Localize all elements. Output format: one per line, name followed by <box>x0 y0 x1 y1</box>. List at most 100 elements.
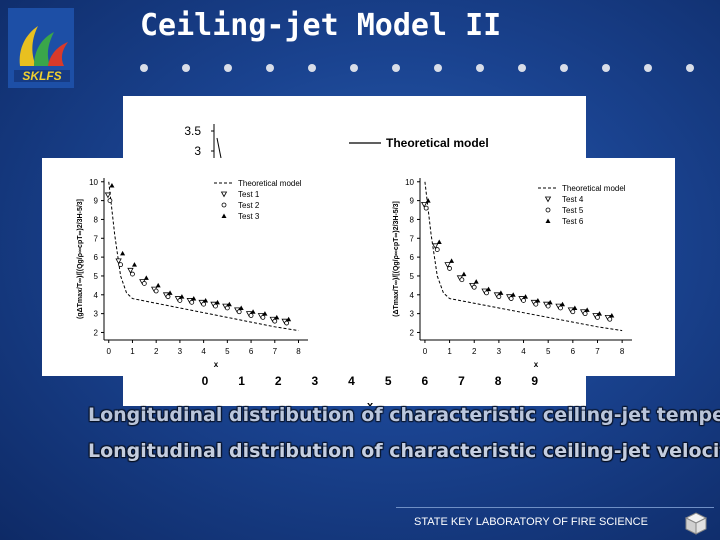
data-point-test-3 <box>120 250 126 256</box>
data-point-test-5 <box>434 247 440 252</box>
data-point-test-5 <box>521 298 526 303</box>
legend-marker <box>545 207 551 213</box>
data-point-test-5 <box>595 314 600 320</box>
y-tick-label: 10 <box>405 178 414 187</box>
data-point-test-3 <box>109 183 115 188</box>
legend-label: Test 2 <box>238 201 260 210</box>
theoretical-model-line <box>424 181 623 332</box>
data-point-test-6 <box>425 198 431 203</box>
chart-tests-1-3: 10 9 8 7 6 5 4 3 2 0 1 2 3 4 5 6 7 8 x (gΔTmax/T∞)/[(Qg/ρ∞c… <box>77 178 308 369</box>
legend-label: Test 5 <box>562 206 584 215</box>
y-tick-label: 5 <box>410 272 415 281</box>
data-point-test-5 <box>508 296 514 301</box>
data-point-test-6 <box>609 313 615 318</box>
data-point-test-6 <box>547 299 553 305</box>
data-point-test-2 <box>236 309 242 315</box>
divider-dot <box>350 64 358 72</box>
caption-velocity: Longitudinal distribution of characteris… <box>88 440 720 462</box>
y-tick-label: 9 <box>410 197 415 206</box>
data-point-test-5 <box>471 284 477 290</box>
y-tick-label: 8 <box>410 215 415 224</box>
divider-dot <box>560 64 568 72</box>
back-x-tick-label: 6 <box>421 374 428 388</box>
back-x-tick-label: 4 <box>348 374 355 388</box>
data-point-test-2 <box>224 305 230 311</box>
y-tick-label: 3 <box>94 310 99 319</box>
x-tick-label: 8 <box>620 347 625 356</box>
divider-dot <box>266 64 274 72</box>
y-tick-label: 7 <box>410 234 415 243</box>
y-tick-label: 7 <box>94 234 99 243</box>
back-x-tick-label: 2 <box>275 374 282 388</box>
y-tick-label: 10 <box>89 178 98 187</box>
data-point-test-4 <box>432 243 439 250</box>
data-point-test-5 <box>582 311 588 317</box>
data-point-test-3 <box>143 275 149 280</box>
divider-dot <box>602 64 610 72</box>
data-point-test-5 <box>496 294 502 300</box>
divider-dot <box>224 64 232 72</box>
data-point-test-3 <box>226 301 232 307</box>
data-point-test-3 <box>262 311 268 316</box>
data-point-test-2 <box>141 281 147 286</box>
divider-dot <box>644 64 652 72</box>
data-point-test-5 <box>607 316 613 322</box>
data-point-test-3 <box>238 305 244 310</box>
legend-label: Test 3 <box>238 212 260 221</box>
data-point-test-4 <box>444 262 451 268</box>
y-axis-label: (gΔTmax/T∞)/[(Qg/ρ∞cpT∞)2/3H-5/3] <box>77 199 84 319</box>
x-axis-label: x <box>214 360 219 369</box>
back-x-tick-label: 7 <box>458 374 465 388</box>
data-point-test-1 <box>127 267 134 274</box>
back-x-tick-label: 0 <box>202 374 209 388</box>
legend-marker <box>220 191 228 198</box>
y-tick-label: 5 <box>94 272 99 281</box>
logo-text: SKLFS <box>22 69 61 83</box>
data-point-test-5 <box>447 266 452 271</box>
data-point-test-2 <box>272 318 278 324</box>
data-point-test-5 <box>423 205 429 211</box>
data-point-test-2 <box>165 294 171 300</box>
divider-dot <box>392 64 400 72</box>
data-point-test-2 <box>189 299 195 305</box>
x-tick-label: 1 <box>130 347 135 356</box>
legend-label: Theoretical model <box>562 184 626 193</box>
chart-tests-4-6: 10 9 8 7 6 5 4 3 2 0 1 2 3 4 5 6 7 8 x (ΔTmax/T∞)/[(Qg/ρ∞cp… <box>393 178 632 369</box>
data-point-test-1 <box>115 258 122 265</box>
data-point-test-6 <box>498 290 504 295</box>
x-tick-label: 4 <box>521 347 526 356</box>
divider-dot <box>686 64 694 72</box>
caption-temperature: Longitudinal distribution of characteris… <box>88 404 720 426</box>
y-tick-label: 9 <box>94 197 99 206</box>
data-point-test-6 <box>473 279 479 284</box>
data-point-test-3 <box>179 294 185 299</box>
divider-dot <box>518 64 526 72</box>
cube-icon <box>684 512 708 535</box>
legend-label: Test 6 <box>562 217 584 226</box>
data-point-test-6 <box>449 258 455 263</box>
x-axis-label: x <box>534 360 539 369</box>
back-x-ticks: 0 1 2 3 4 5 6 7 8 9 <box>202 374 539 388</box>
data-point-test-2 <box>130 271 135 277</box>
x-tick-label: 0 <box>107 347 112 356</box>
theoretical-model-line <box>108 181 299 332</box>
data-point-test-5 <box>484 290 489 296</box>
legend-label: Theoretical model <box>238 179 302 188</box>
back-x-tick-label: 1 <box>238 374 245 388</box>
legend-label: Test 1 <box>238 190 260 199</box>
back-x-tick-label: 8 <box>495 374 502 388</box>
data-point-test-3 <box>214 299 220 305</box>
slide-title: Ceiling-jet Model II <box>140 8 502 43</box>
data-point-test-3 <box>274 314 280 320</box>
data-point-test-6 <box>535 297 541 303</box>
data-point-test-3 <box>155 282 161 288</box>
back-x-tick-label: 9 <box>531 374 538 388</box>
x-tick-label: 1 <box>447 347 452 356</box>
divider-dot <box>308 64 316 72</box>
x-tick-label: 4 <box>201 347 206 356</box>
data-point-test-6 <box>486 286 492 292</box>
divider-dot <box>182 64 190 72</box>
y-tick-label: 4 <box>94 291 99 300</box>
back-y-tick-label: 3 <box>194 144 201 158</box>
